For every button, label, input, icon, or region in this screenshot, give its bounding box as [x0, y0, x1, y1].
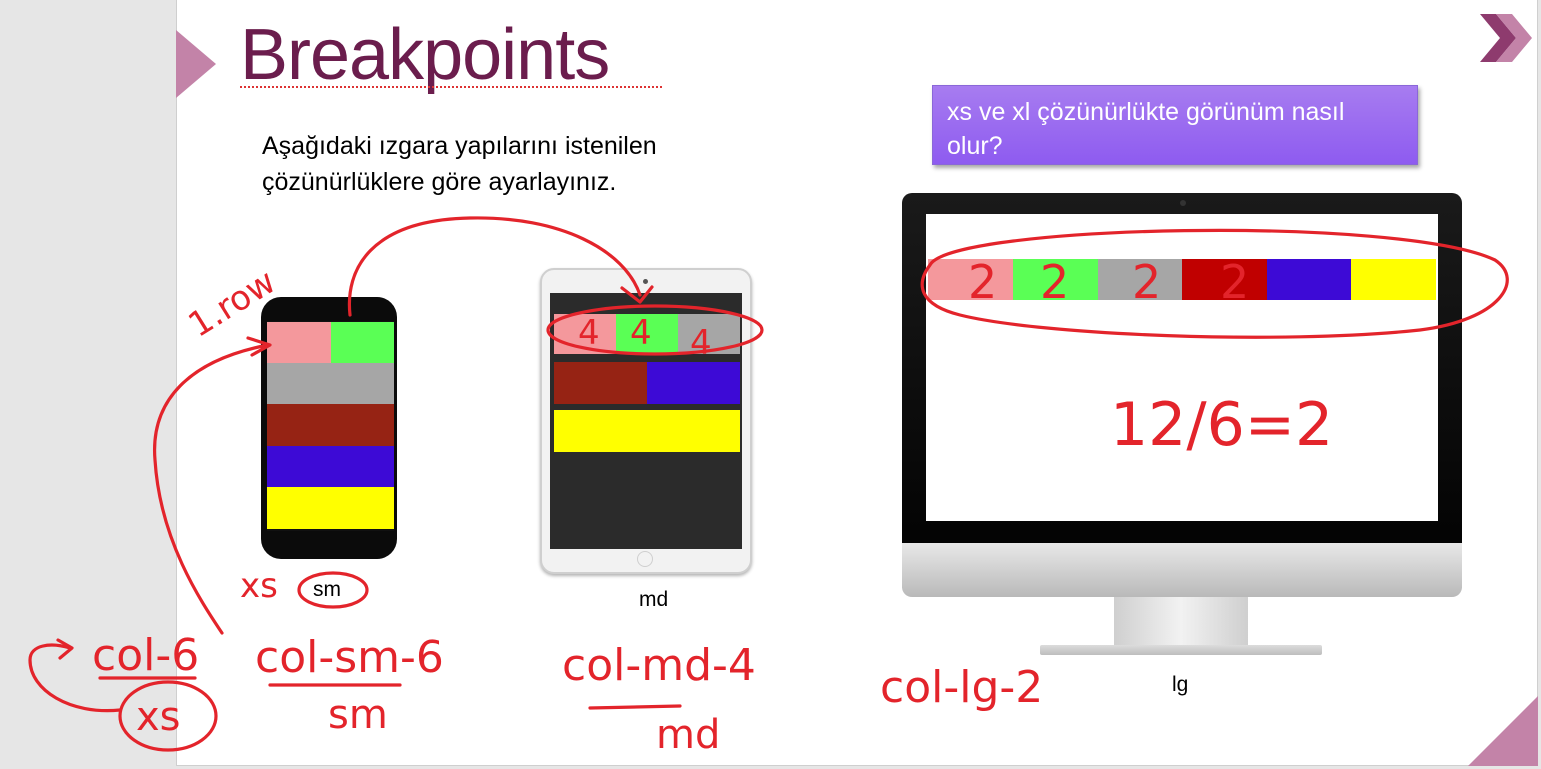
label-lg: lg [1172, 673, 1189, 696]
spellcheck-underline [240, 84, 662, 88]
corner-triangle-decoration [1468, 696, 1538, 766]
monitor-base [1040, 645, 1322, 655]
phone-cell-yellow [267, 487, 394, 529]
slide-thumbnail-pane [0, 0, 176, 769]
monitor-cell-gray [1098, 259, 1182, 300]
tablet-camera [643, 279, 648, 284]
instruction-line-1: Aşağıdaki ızgara yapılarını istenilen [262, 132, 657, 160]
monitor-cell-blue [1267, 259, 1351, 300]
tablet-home-button [637, 551, 653, 567]
monitor-cell-pink [928, 259, 1013, 300]
tablet-cell-green [616, 314, 678, 354]
monitor-cell-yellow [1351, 259, 1436, 300]
tablet-cell-brown [554, 362, 647, 404]
tablet-cell-blue [647, 362, 740, 404]
question-callout[interactable]: xs ve xl çözünürlükte görünüm nasıl olur… [932, 85, 1418, 165]
slide-title[interactable]: Breakpoints [240, 15, 610, 95]
tablet-cell-yellow [554, 410, 740, 452]
title-arrow-decoration [176, 30, 216, 98]
phone-cell-brown [267, 404, 394, 446]
instruction-line-2: çözünürlüklere göre ayarlayınız. [262, 168, 617, 196]
phone-cell-pink [267, 322, 331, 363]
monitor-stand [1114, 597, 1248, 647]
label-md: md [639, 588, 669, 611]
phone-cell-green [331, 322, 394, 363]
label-sm: sm [313, 578, 341, 601]
monitor-camera [1180, 200, 1186, 206]
tablet-cell-pink [554, 314, 616, 354]
chevrons-logo-icon [1480, 14, 1532, 62]
phone-cell-gray [267, 363, 394, 404]
tablet-cell-gray [678, 314, 740, 354]
phone-cell-blue [267, 446, 394, 487]
monitor-chin [902, 543, 1462, 597]
monitor-cell-green [1013, 259, 1098, 300]
monitor-cell-red [1182, 259, 1267, 300]
instruction-text[interactable]: Aşağıdaki ızgara yapılarını istenilen çö… [262, 128, 762, 200]
